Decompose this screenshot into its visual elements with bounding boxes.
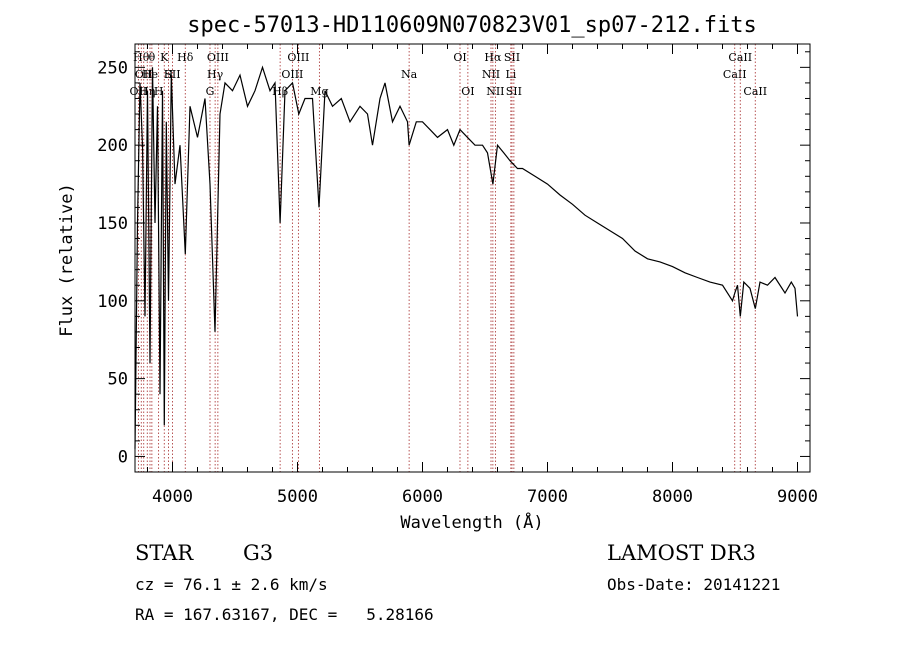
line-label-1: Hθ xyxy=(133,51,150,64)
y-axis-label: Flux (relative) xyxy=(57,183,77,337)
spectral-line-markers: OIIHθOIIHηHeθHKHSIIHδGHγOIIIHβOIIIOIIIMg… xyxy=(130,44,767,472)
chart-title: spec-57013-HD110609N070823V01_sp07-212.f… xyxy=(187,13,757,38)
x-axis: 4000 5000 6000 7000 8000 9000 xyxy=(147,44,818,507)
object-class: STAR xyxy=(135,541,194,565)
line-label-22: Hα xyxy=(484,51,502,64)
line-label-16: OIII xyxy=(287,51,309,64)
x-tick-label: 5000 xyxy=(277,487,318,507)
line-label-10: Hδ xyxy=(177,51,194,64)
line-label-5: θ xyxy=(149,51,156,64)
redshift-cz: cz = 76.1 ± 2.6 km/s xyxy=(135,575,328,594)
line-label-19: OI xyxy=(453,51,466,64)
line-label-15: OIII xyxy=(281,68,303,81)
line-label-7: K xyxy=(160,51,169,64)
line-label-25: SII xyxy=(504,51,520,64)
x-tick-label: 6000 xyxy=(402,487,443,507)
line-label-8: H xyxy=(164,68,174,81)
line-label-14: Hβ xyxy=(272,85,288,98)
y-tick-label: 150 xyxy=(97,214,128,234)
y-tick-label: 50 xyxy=(108,370,128,390)
object-subclass: G3 xyxy=(243,541,273,565)
y-tick-label: 250 xyxy=(97,58,128,78)
line-label-21: NII xyxy=(482,68,500,81)
y-tick-label: 100 xyxy=(97,292,128,312)
line-label-12: Hγ xyxy=(207,68,224,81)
line-label-6: H xyxy=(154,85,164,98)
x-tick-label: 9000 xyxy=(777,487,818,507)
y-tick-label: 0 xyxy=(118,447,128,467)
line-label-2: OII xyxy=(135,68,153,81)
y-axis: 0 50 100 150 200 250 xyxy=(97,51,810,467)
x-axis-label: Wavelength (Å) xyxy=(400,511,543,533)
line-label-11: G xyxy=(206,85,215,98)
survey-name: LAMOST DR3 xyxy=(607,541,756,565)
line-label-4: He xyxy=(142,68,158,81)
line-label-23: NII xyxy=(486,85,504,98)
line-label-20: OI xyxy=(461,85,474,98)
flux-series-line xyxy=(134,65,799,449)
y-tick-label: 200 xyxy=(97,136,128,156)
line-label-28: CaII xyxy=(728,51,752,64)
x-tick-label: 7000 xyxy=(527,487,568,507)
line-label-13: OIII xyxy=(207,51,229,64)
line-label-17: Mg xyxy=(310,85,328,98)
line-label-0: OII xyxy=(130,85,148,98)
observation-date: Obs-Date: 20141221 xyxy=(607,575,780,594)
line-label-26: SII xyxy=(506,85,522,98)
line-label-27: CaII xyxy=(723,68,747,81)
x-tick-label: 4000 xyxy=(152,487,193,507)
line-label-24: Li xyxy=(505,68,516,81)
coordinates: RA = 167.63167, DEC = 5.28166 xyxy=(135,605,434,624)
line-label-29: CaII xyxy=(743,85,767,98)
line-label-18: Na xyxy=(401,68,418,81)
line-label-9: SII xyxy=(164,68,180,81)
plot-frame xyxy=(134,43,811,473)
x-tick-label: 8000 xyxy=(652,487,693,507)
